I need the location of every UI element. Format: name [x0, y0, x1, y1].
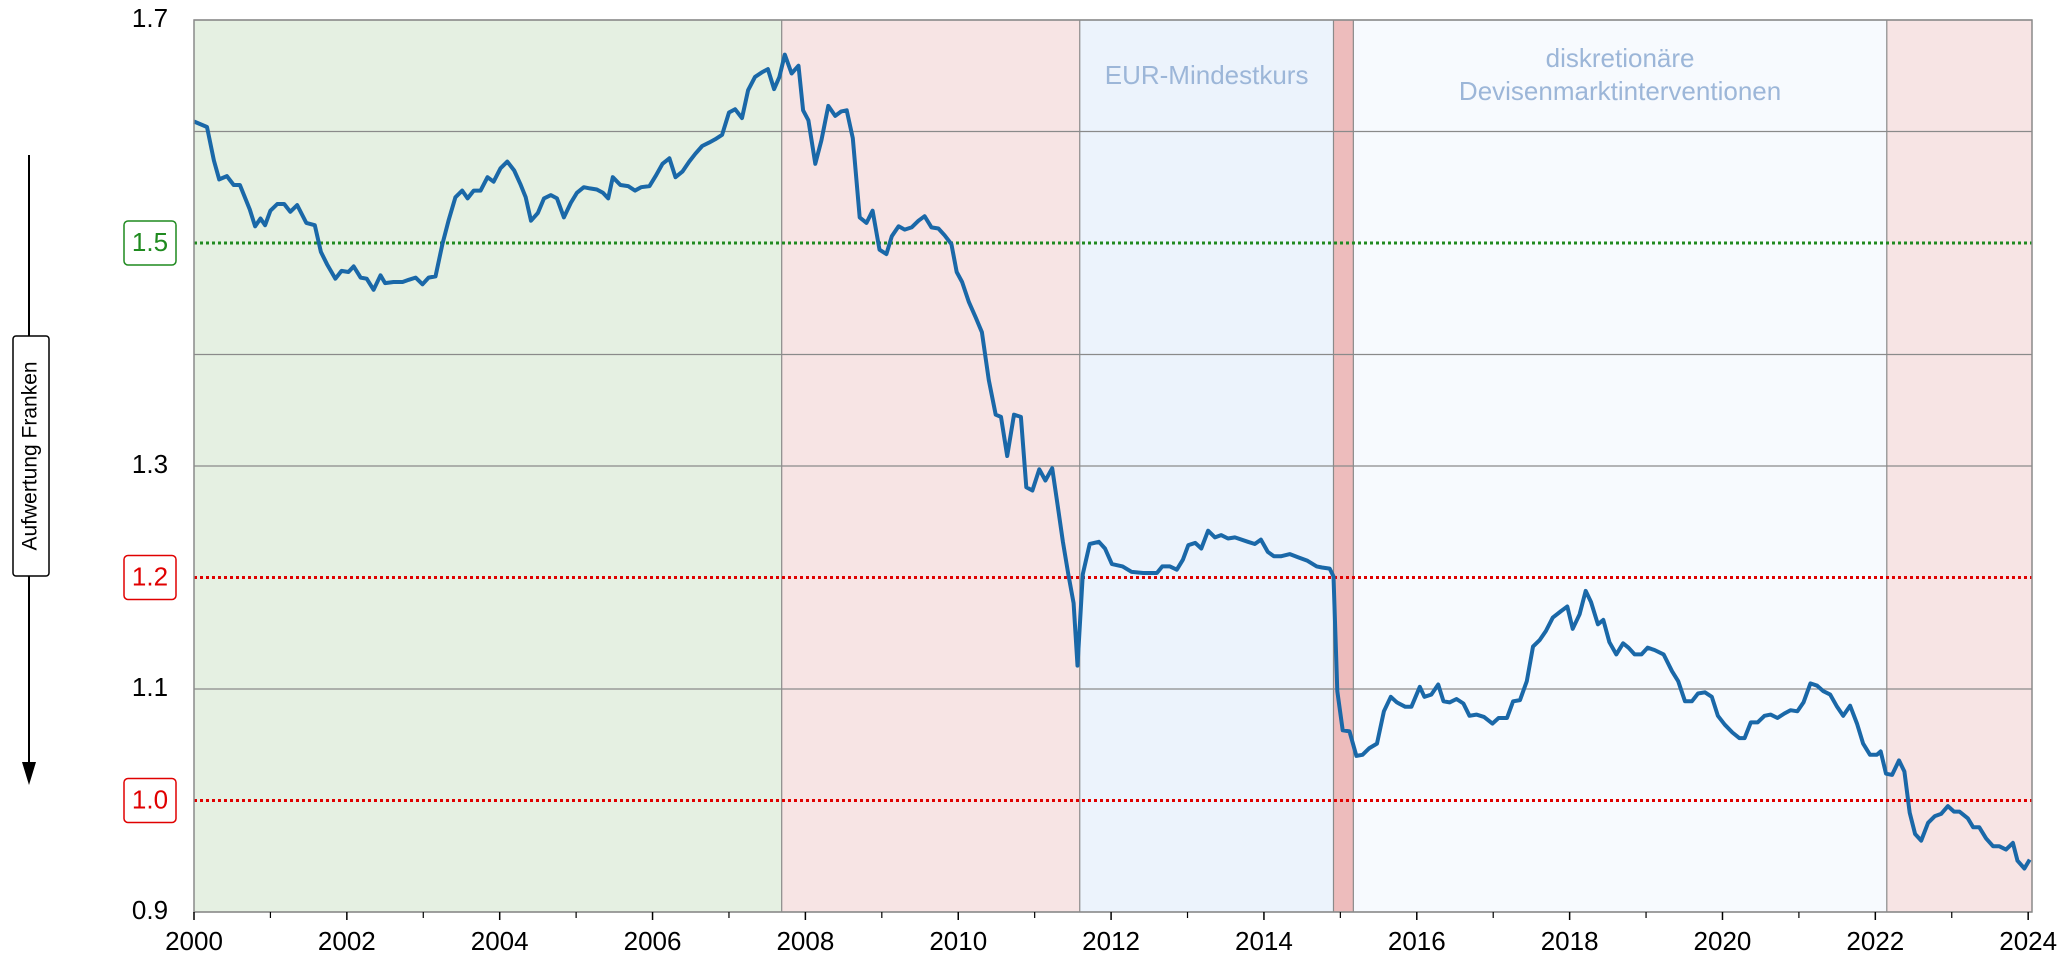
- reference-label-box: [123, 220, 177, 266]
- x-tick-label: 2024: [1999, 926, 2057, 956]
- region-label: Devisenmarktinterventionen: [1459, 76, 1781, 106]
- x-tick-label: 2018: [1541, 926, 1599, 956]
- plot-frame: [193, 19, 2033, 913]
- region-label: diskretionäre: [1546, 43, 1695, 73]
- data-line: [193, 52, 2032, 871]
- x-tick-label: 2016: [1388, 926, 1446, 956]
- reference-label-box: [123, 554, 177, 601]
- reference-label: 1.2: [132, 561, 168, 591]
- reference-label: 1.0: [132, 784, 168, 814]
- x-tick-label: 2020: [1694, 926, 1752, 956]
- x-tick-label: 2012: [1082, 926, 1140, 956]
- y-tick-label: 0.9: [132, 895, 168, 925]
- x-tick-label: 2006: [624, 926, 682, 956]
- x-tick-label: 2000: [165, 926, 223, 956]
- annotation: Aufwertung Franken: [19, 361, 42, 550]
- reference-label: 1.5: [132, 227, 168, 257]
- x-tick-label: 2004: [471, 926, 529, 956]
- reference-label-box: [123, 777, 177, 824]
- plot: EUR-Mindestkurs diskretionäreDevisenmarkt…: [123, 3, 2057, 956]
- x-tick-label: 2022: [1846, 926, 1904, 956]
- x-tick-label: 2010: [929, 926, 987, 956]
- x-tick-label: 2008: [776, 926, 834, 956]
- x-tick-label: 2014: [1235, 926, 1293, 956]
- y-tick-label: 1.1: [132, 672, 168, 702]
- x-tick-label: 2002: [318, 926, 376, 956]
- region-label: EUR-Mindestkurs: [1105, 60, 1309, 90]
- annotation-arrowhead: [22, 762, 36, 785]
- y-tick-label: 1.7: [132, 3, 168, 33]
- y-tick-label: 1.3: [132, 449, 168, 479]
- annotation-box: [12, 335, 50, 577]
